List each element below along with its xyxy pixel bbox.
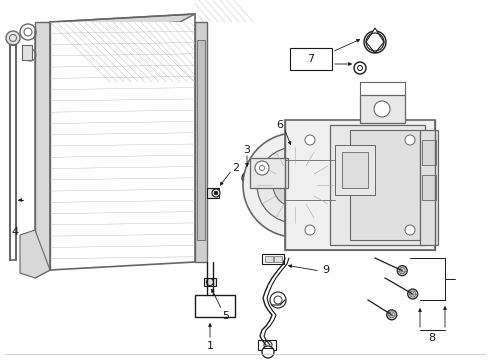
Bar: [195, 295, 235, 317]
Circle shape: [287, 177, 303, 193]
Bar: [335, 145, 375, 195]
Circle shape: [364, 31, 386, 53]
Bar: [285, 120, 435, 250]
Text: 4: 4: [11, 227, 19, 237]
Circle shape: [6, 31, 20, 45]
Circle shape: [387, 310, 397, 320]
Bar: [258, 340, 276, 350]
Circle shape: [305, 225, 315, 235]
Polygon shape: [366, 28, 384, 53]
Text: 8: 8: [428, 333, 436, 343]
Circle shape: [305, 135, 315, 145]
Polygon shape: [20, 230, 50, 278]
Bar: [360, 95, 405, 123]
Bar: [274, 256, 282, 262]
Bar: [350, 130, 420, 240]
Text: 5: 5: [222, 311, 229, 321]
Bar: [204, 278, 216, 286]
Circle shape: [405, 135, 415, 145]
Circle shape: [374, 101, 390, 117]
Bar: [22, 45, 32, 60]
Text: 3: 3: [244, 145, 250, 155]
Polygon shape: [35, 14, 195, 30]
Circle shape: [243, 133, 347, 237]
Bar: [50, 22, 195, 270]
Bar: [35, 22, 50, 270]
Bar: [330, 125, 425, 245]
Bar: [420, 130, 438, 245]
Circle shape: [255, 161, 269, 175]
Bar: [342, 152, 368, 188]
Bar: [197, 40, 205, 240]
Bar: [207, 188, 219, 198]
Circle shape: [264, 341, 272, 349]
Text: 1: 1: [206, 341, 214, 351]
Text: 9: 9: [322, 265, 330, 275]
Bar: [290, 48, 332, 70]
Circle shape: [214, 191, 218, 195]
Bar: [262, 254, 284, 264]
Circle shape: [262, 346, 274, 358]
Circle shape: [397, 266, 407, 276]
Circle shape: [273, 163, 317, 207]
Bar: [250, 158, 288, 188]
Bar: [422, 175, 436, 200]
Bar: [422, 140, 436, 165]
Circle shape: [270, 292, 286, 308]
Bar: [265, 256, 273, 262]
Text: 6: 6: [276, 120, 284, 130]
Circle shape: [354, 62, 366, 74]
Bar: [195, 22, 207, 262]
Polygon shape: [35, 22, 50, 278]
Circle shape: [242, 172, 254, 184]
Circle shape: [257, 147, 333, 223]
Circle shape: [408, 289, 417, 299]
Text: 2: 2: [232, 163, 240, 173]
Text: 7: 7: [307, 54, 315, 64]
Circle shape: [405, 225, 415, 235]
Circle shape: [212, 189, 220, 197]
